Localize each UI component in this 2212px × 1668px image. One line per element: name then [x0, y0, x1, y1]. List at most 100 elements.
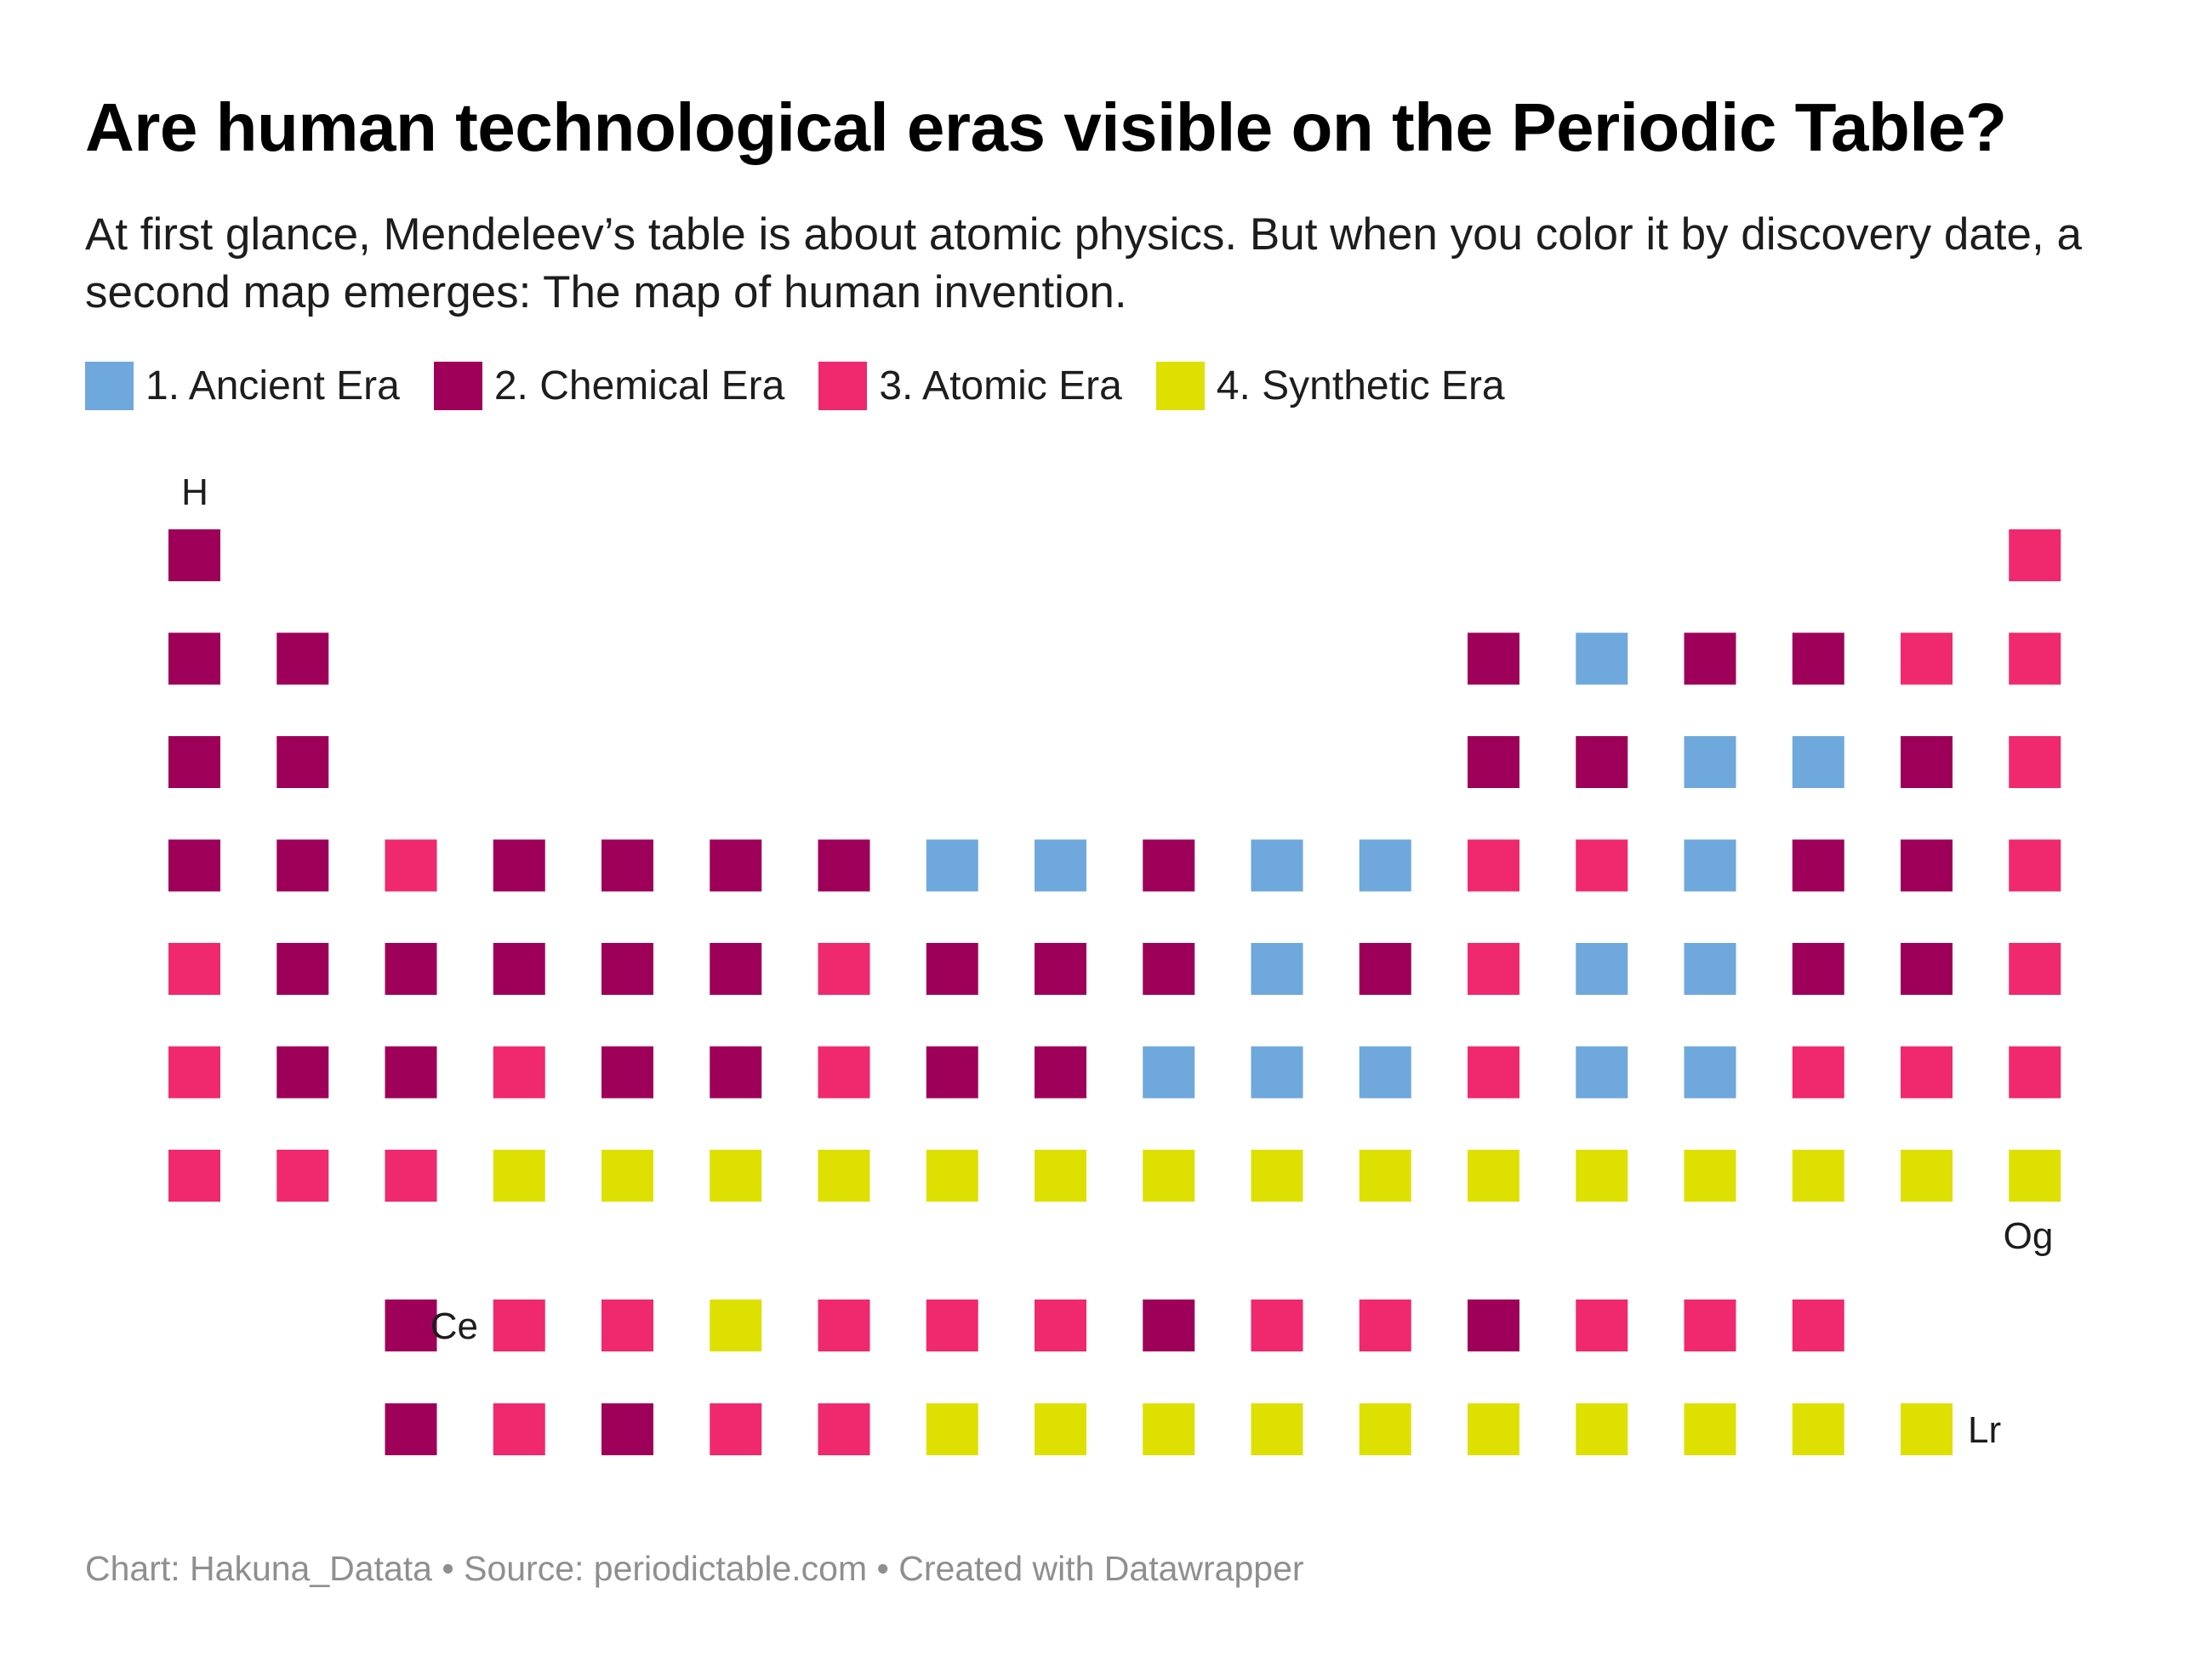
element-cell-r7-c13	[1468, 1150, 1519, 1202]
element-cell-r5-c12	[1359, 943, 1411, 995]
element-cell-r7-c1	[168, 1150, 220, 1202]
element-cell-r6-c13	[1468, 1046, 1519, 1099]
fblock-cell-r2-c16	[1792, 1403, 1844, 1455]
element-cell-r7-c9	[1035, 1150, 1086, 1202]
element-cell-r6-c12	[1359, 1046, 1411, 1099]
element-cell-r4-c10	[1143, 839, 1195, 892]
fblock-cell-r1-c11	[1251, 1300, 1303, 1351]
element-cell-r5-c13	[1468, 943, 1519, 995]
element-cell-r5-c9	[1035, 943, 1086, 995]
element-cell-r6-c4	[493, 1046, 545, 1099]
element-cell-r5-c2	[276, 943, 329, 995]
element-cell-r6-c3	[385, 1046, 437, 1099]
fblock-cell-r2-c3	[385, 1403, 437, 1455]
element-cell-r2-c1	[168, 632, 220, 685]
element-cell-r4-c5	[601, 839, 653, 892]
fblock-cell-r2-c11	[1251, 1403, 1303, 1455]
element-cell-r2-c18	[2009, 632, 2061, 685]
element-cell-r6-c17	[1901, 1046, 1953, 1099]
fblock-cell-r2-c4	[493, 1403, 545, 1455]
legend-swatch-chemical	[433, 362, 482, 410]
element-cell-r7-c8	[926, 1150, 978, 1202]
fblock-cell-r2-c8	[926, 1403, 978, 1455]
element-cell-r6-c18	[2009, 1046, 2061, 1099]
element-cell-r2-c14	[1576, 632, 1628, 685]
fblock-cell-r1-c10	[1143, 1300, 1195, 1351]
label-ce: Ce	[430, 1305, 478, 1347]
element-cell-r7-c11	[1251, 1150, 1303, 1202]
element-cell-r3-c1	[168, 736, 220, 788]
element-cell-r7-c15	[1684, 1150, 1736, 1202]
element-cell-r7-c12	[1359, 1150, 1411, 1202]
fblock-cell-r2-c9	[1035, 1403, 1086, 1455]
element-cell-r4-c14	[1576, 839, 1628, 892]
fblock-cell-r1-c8	[926, 1300, 978, 1351]
element-cell-r5-c11	[1251, 943, 1303, 995]
element-cell-r3-c13	[1468, 736, 1519, 788]
fblock-cell-r1-c4	[493, 1300, 545, 1351]
element-cell-r6-c14	[1576, 1046, 1628, 1099]
element-cell-r5-c4	[493, 943, 545, 995]
label-og: Og	[2004, 1215, 2054, 1257]
fblock-cell-r1-c16	[1792, 1300, 1844, 1351]
fblock-cell-r1-c3	[385, 1300, 437, 1351]
element-cell-r4-c17	[1901, 839, 1953, 892]
legend: 1. Ancient Era 2. Chemical Era 3. Atomic…	[85, 362, 1539, 410]
legend-label-ancient: 1. Ancient Era	[145, 363, 400, 408]
fblock-cell-r1-c14	[1576, 1300, 1628, 1351]
element-cell-r3-c15	[1684, 736, 1736, 788]
legend-label-synthetic: 4. Synthetic Era	[1216, 363, 1505, 408]
element-cell-r4-c7	[818, 839, 870, 892]
fblock-cell-r1-c15	[1684, 1300, 1736, 1351]
element-cell-r2-c15	[1684, 632, 1736, 685]
element-cell-r7-c17	[1901, 1150, 1953, 1202]
element-cell-r6-c15	[1684, 1046, 1736, 1099]
element-cell-r7-c18	[2009, 1150, 2061, 1202]
legend-item-chemical: 2. Chemical Era	[433, 362, 785, 410]
element-cell-r4-c2	[276, 839, 329, 892]
element-cell-r6-c9	[1035, 1046, 1086, 1099]
fblock-cell-r1-c6	[710, 1300, 762, 1351]
element-cell-r6-c7	[818, 1046, 870, 1099]
element-cell-r3-c16	[1792, 736, 1844, 788]
element-cell-r6-c6	[710, 1046, 762, 1099]
element-cell-r7-c7	[818, 1150, 870, 1202]
element-cell-r7-c5	[601, 1150, 653, 1202]
element-cell-r5-c17	[1901, 943, 1953, 995]
fblock-cell-r1-c12	[1359, 1300, 1411, 1351]
element-cell-r5-c18	[2009, 943, 2061, 995]
element-cell-r6-c1	[168, 1046, 220, 1099]
element-cell-r5-c6	[710, 943, 762, 995]
element-cell-r4-c4	[493, 839, 545, 892]
element-cell-r5-c10	[1143, 943, 1195, 995]
element-cell-r7-c10	[1143, 1150, 1195, 1202]
fblock-cell-r1-c13	[1468, 1300, 1519, 1351]
element-cell-r5-c7	[818, 943, 870, 995]
chart-footer: Chart: Hakuna_Datata • Source: periodict…	[85, 1549, 1304, 1588]
fblock-cell-r2-c13	[1468, 1403, 1519, 1455]
element-cell-r6-c11	[1251, 1046, 1303, 1099]
fblock-cell-r1-c5	[601, 1300, 653, 1351]
fblock-cell-r2-c10	[1143, 1403, 1195, 1455]
element-cell-r6-c16	[1792, 1046, 1844, 1099]
fblock-cell-r2-c14	[1576, 1403, 1628, 1455]
element-cell-r2-c16	[1792, 632, 1844, 685]
fblock-cell-r2-c6	[710, 1403, 762, 1455]
element-cell-r7-c14	[1576, 1150, 1628, 1202]
element-cell-r6-c2	[276, 1046, 329, 1099]
fblock-cell-r2-c5	[601, 1403, 653, 1455]
legend-label-chemical: 2. Chemical Era	[493, 363, 785, 408]
element-cell-r7-c3	[385, 1150, 437, 1202]
element-cell-r4-c6	[710, 839, 762, 892]
element-cell-r3-c14	[1576, 736, 1628, 788]
legend-swatch-ancient	[85, 362, 134, 410]
fblock-cell-r2-c17	[1901, 1403, 1953, 1455]
element-cell-r5-c14	[1576, 943, 1628, 995]
element-cell-r5-c1	[168, 943, 220, 995]
element-cell-r4-c12	[1359, 839, 1411, 892]
chart-subtitle: At first glance, Mendeleev’s table is ab…	[85, 209, 2082, 317]
fblock-cell-r2-c12	[1359, 1403, 1411, 1455]
element-cell-r7-c6	[710, 1150, 762, 1202]
element-cell-r2-c17	[1901, 632, 1953, 685]
